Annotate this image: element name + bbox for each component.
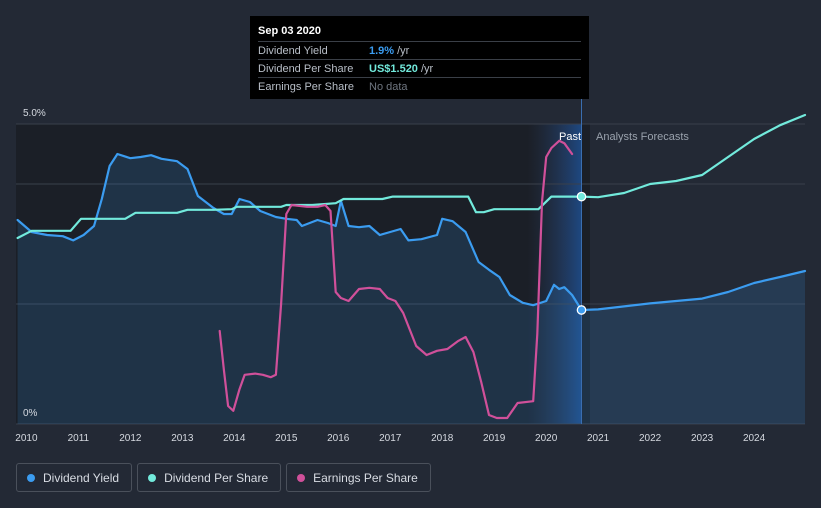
tooltip: Sep 03 2020 Dividend Yield 1.9% /yr Divi…: [250, 16, 589, 99]
tooltip-row-dividend-per-share: Dividend Per Share US$1.520 /yr: [258, 59, 581, 77]
x-tick-label: 2020: [535, 433, 558, 444]
x-tick-label: 2010: [15, 433, 38, 444]
dividend-yield-area: [17, 154, 806, 424]
tooltip-unit: /yr: [420, 62, 434, 75]
x-tick-label: 2016: [327, 433, 350, 444]
x-axis: 2010 2011 2012 2013 2014 2015 2016 2017 2018 2019…: [15, 433, 765, 444]
marker-layer: [576, 191, 587, 315]
x-tick-label: 2019: [483, 433, 506, 444]
x-tick-label: 2011: [68, 433, 90, 444]
analysts-forecasts-annotation: Analysts Forecasts: [596, 131, 689, 143]
x-tick-label: 2021: [587, 433, 610, 444]
tooltip-value: No data: [369, 80, 408, 93]
x-tick-label: 2013: [171, 433, 194, 444]
legend-label: Dividend Yield: [43, 470, 120, 485]
legend-dot-icon: [148, 473, 157, 482]
tooltip-row-earnings-per-share: Earnings Per Share No data: [258, 77, 581, 95]
tooltip-label: Dividend Yield: [258, 44, 328, 57]
legend-label: Dividend Per Share: [164, 470, 269, 485]
x-tick-label: 2022: [639, 433, 662, 444]
legend-dot-icon: [27, 473, 35, 482]
x-tick-label: 2014: [223, 433, 246, 444]
legend-item-earnings-per-share[interactable]: Earnings Per Share: [286, 463, 431, 492]
legend-item-dividend-yield[interactable]: Dividend Yield: [16, 463, 133, 492]
gridlines: [16, 123, 805, 425]
legend: Dividend Yield Dividend Per Share Earnin…: [16, 463, 431, 492]
tooltip-unit: /yr: [397, 44, 410, 57]
x-tick-label: 2018: [431, 433, 454, 444]
tooltip-label: Dividend Per Share: [258, 62, 354, 75]
tooltip-label: Earnings Per Share: [258, 80, 354, 93]
past-annotation: Past: [559, 131, 581, 143]
dividend-yield-marker: [576, 305, 587, 315]
tooltip-value: US$1.520: [369, 62, 418, 75]
legend-item-dividend-per-share[interactable]: Dividend Per Share: [137, 463, 282, 492]
x-tick-label: 2017: [379, 433, 402, 444]
legend-label: Earnings Per Share: [313, 470, 418, 485]
dividend-per-share-marker: [576, 191, 587, 202]
x-tick-label: 2024: [743, 433, 766, 444]
series-layer: [16, 113, 807, 424]
x-tick-label: 2012: [119, 433, 142, 444]
y-axis-top-label: 5.0%: [23, 108, 46, 119]
tooltip-value: 1.9%: [369, 44, 395, 57]
tooltip-row-dividend-yield: Dividend Yield 1.9% /yr: [258, 41, 581, 59]
x-tick-label: 2015: [275, 433, 298, 444]
past-band: [527, 124, 582, 424]
legend-dot-icon: [297, 473, 306, 482]
dividend-per-share-line: [16, 113, 807, 240]
tooltip-date: Sep 03 2020: [258, 25, 321, 37]
x-tick-label: 2023: [691, 433, 714, 444]
y-axis-bottom-label: 0%: [23, 408, 38, 419]
earnings-per-share-line: [218, 139, 574, 420]
dividend-yield-line: [16, 152, 807, 312]
